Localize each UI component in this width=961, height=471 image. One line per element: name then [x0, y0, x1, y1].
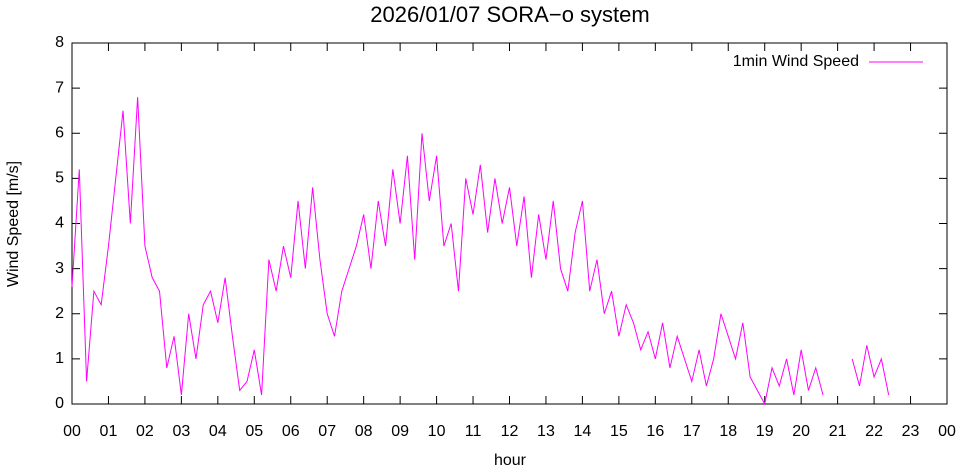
x-tick-label: 21: [829, 423, 847, 440]
x-tick-label: 22: [865, 423, 883, 440]
x-tick-label: 09: [391, 423, 409, 440]
x-axis-label: hour: [494, 452, 527, 469]
x-tick-label: 14: [574, 423, 592, 440]
x-tick-label: 18: [719, 423, 737, 440]
chart-title: 2026/01/07 SORA−o system: [370, 2, 649, 27]
x-tick-label: 15: [610, 423, 628, 440]
x-tick-label: 02: [136, 423, 154, 440]
y-tick-label: 1: [55, 350, 64, 367]
x-tick-label: 11: [465, 423, 482, 440]
y-tick-label: 7: [55, 79, 64, 96]
data-line: [851, 345, 890, 396]
x-tick-label: 10: [428, 423, 446, 440]
x-tick-label: 03: [172, 423, 190, 440]
y-tick-label: 0: [55, 395, 64, 412]
y-tick-label: 4: [55, 215, 64, 232]
y-tick-label: 5: [55, 170, 64, 187]
y-tick-label: 6: [55, 124, 64, 141]
x-tick-label: 00: [63, 423, 81, 440]
x-tick-label: 20: [792, 423, 810, 440]
x-tick-label: 05: [245, 423, 263, 440]
x-tick-label: 01: [100, 423, 118, 440]
x-tick-label: 04: [209, 423, 227, 440]
y-axis-label: Wind Speed [m/s]: [5, 161, 22, 287]
y-tick-label: 3: [55, 260, 64, 277]
x-tick-label: 00: [938, 423, 956, 440]
y-tick-label: 8: [55, 34, 64, 51]
x-tick-label: 12: [501, 423, 519, 440]
x-tick-label: 06: [282, 423, 300, 440]
y-tick-label: 2: [55, 305, 64, 322]
x-tick-label: 23: [902, 423, 920, 440]
x-tick-label: 17: [683, 423, 701, 440]
x-tick-label: 07: [318, 423, 336, 440]
x-tick-label: 19: [756, 423, 774, 440]
x-tick-label: 16: [646, 423, 664, 440]
plot-frame: [71, 42, 948, 405]
legend-label: 1min Wind Speed: [733, 53, 859, 70]
x-tick-label: 13: [537, 423, 555, 440]
data-line: [71, 97, 824, 406]
x-tick-label: 08: [355, 423, 373, 440]
